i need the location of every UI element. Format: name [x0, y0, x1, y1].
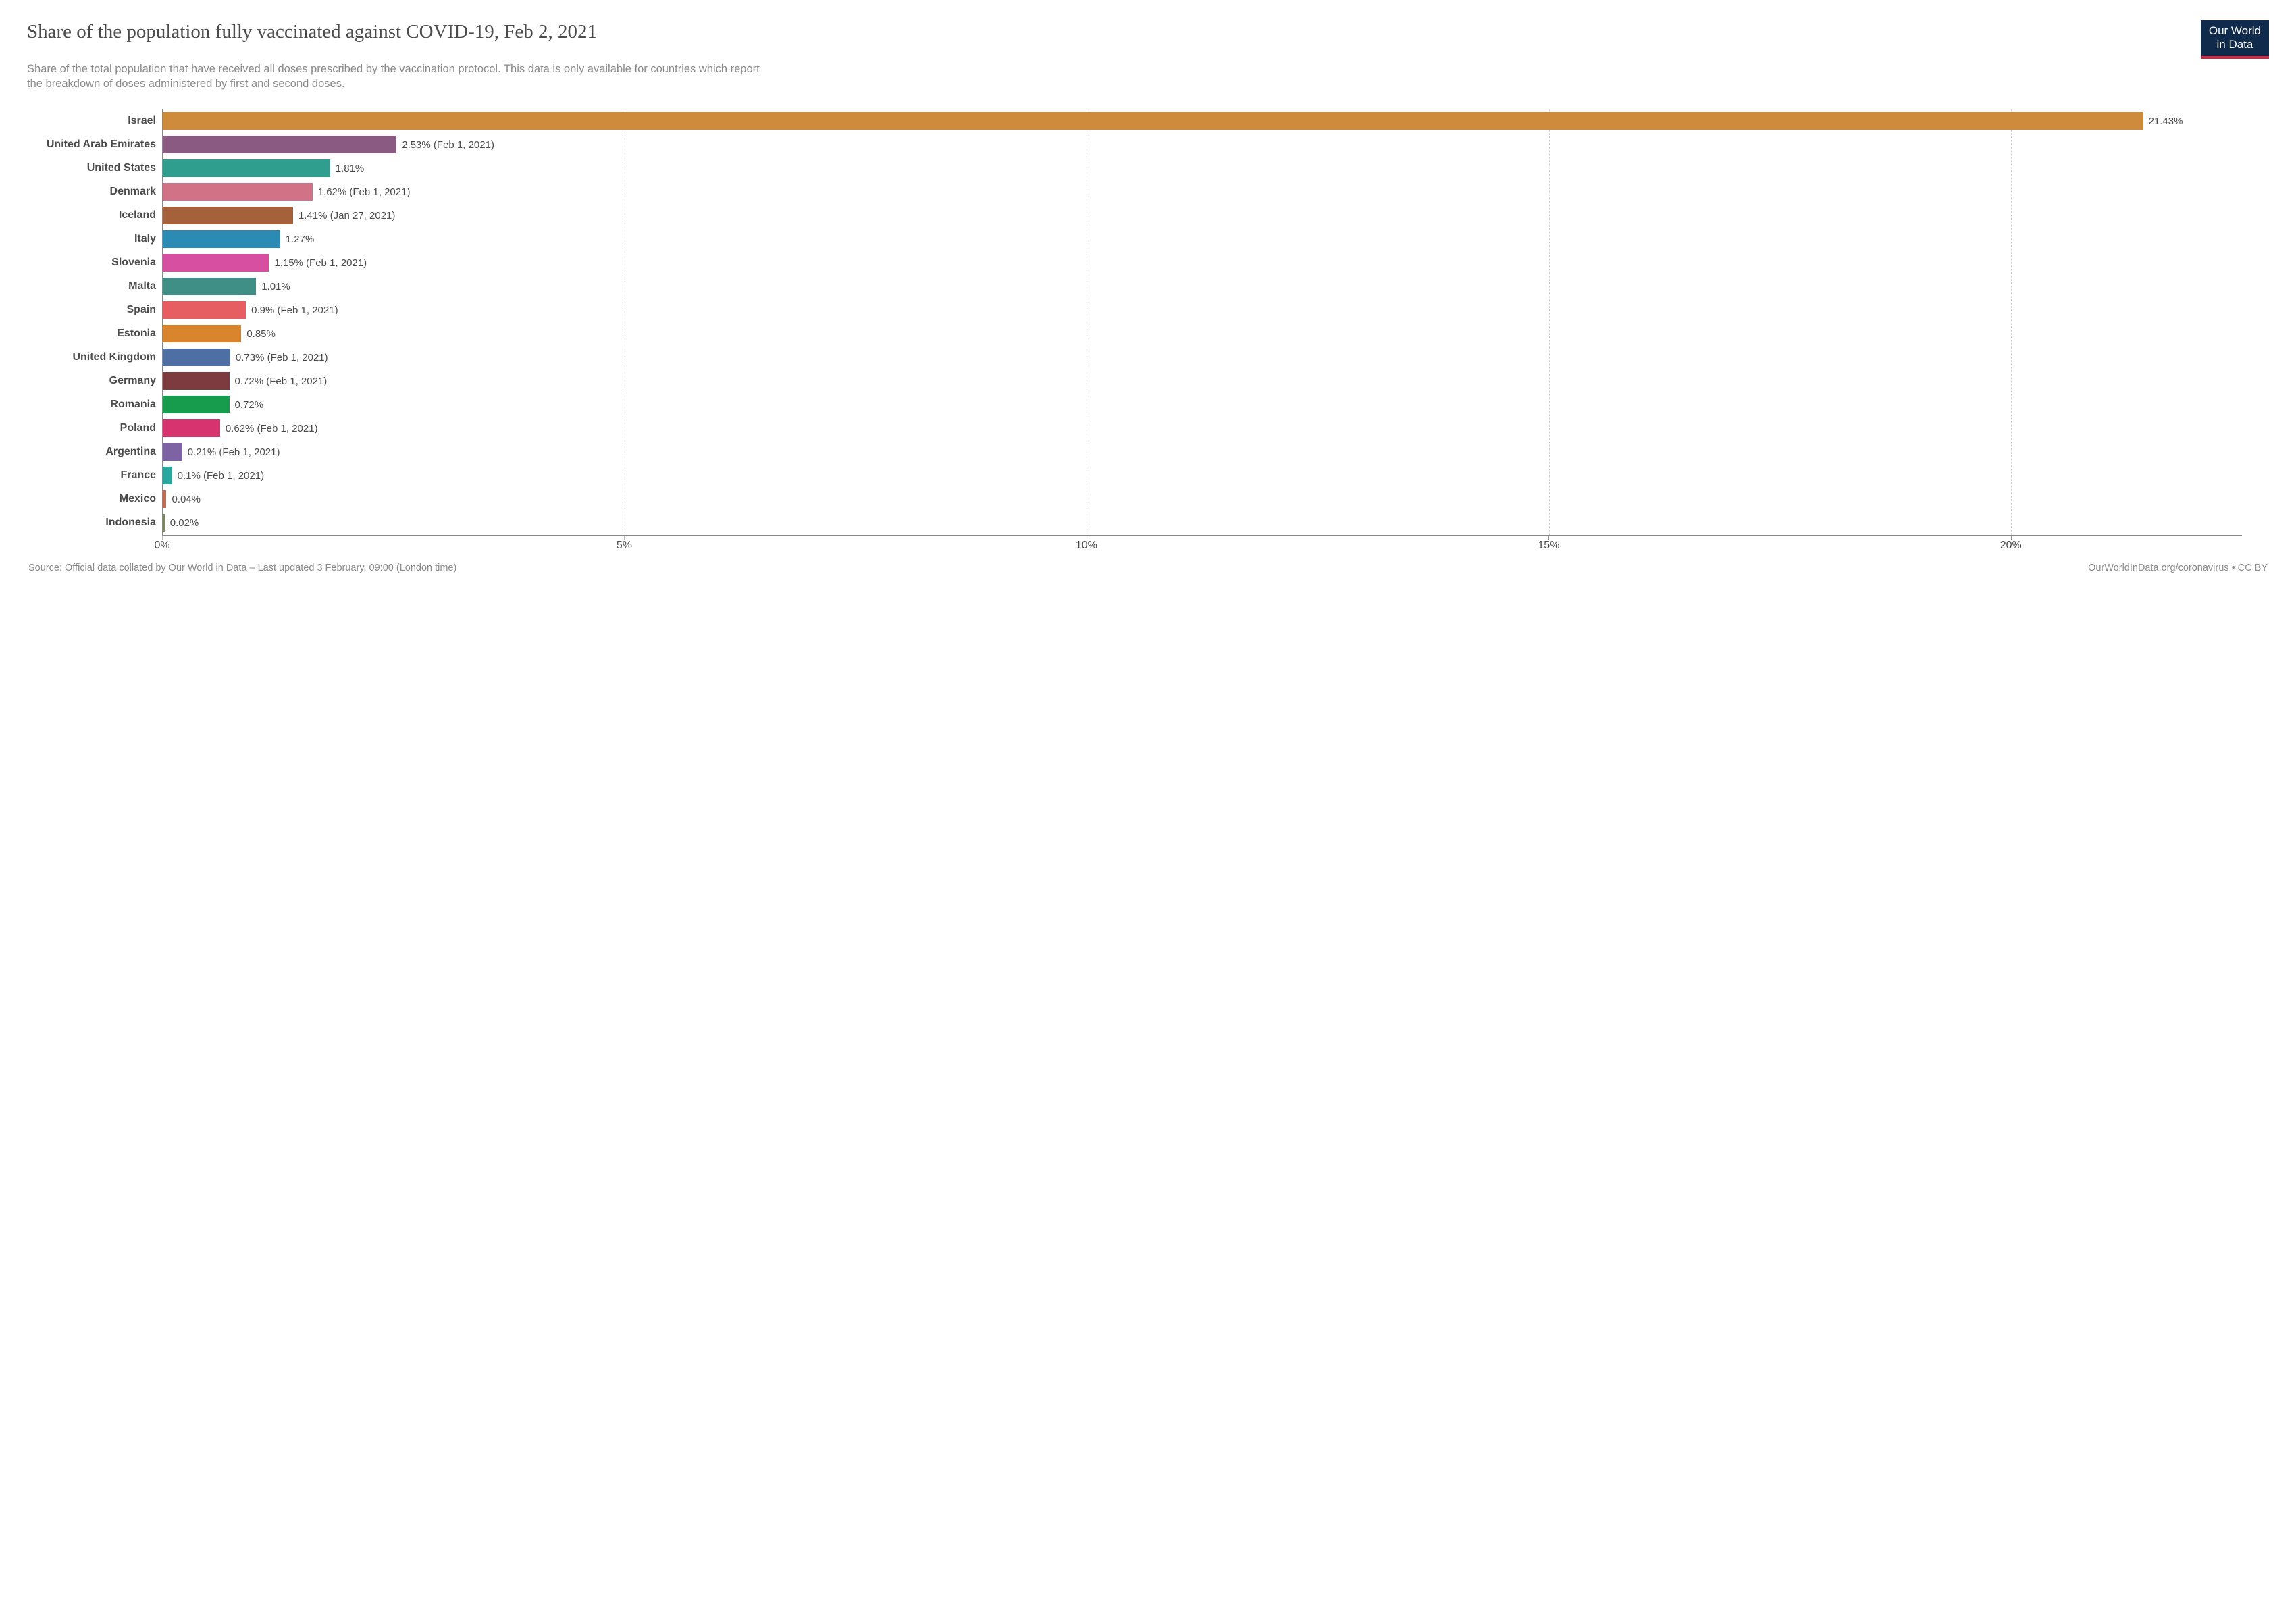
bar-value-label: 0.62% (Feb 1, 2021)	[220, 423, 318, 434]
bar	[163, 159, 330, 177]
plot-area: Israel21.43%United Arab Emirates2.53% (F…	[162, 109, 2242, 536]
bar-value-label: 0.72% (Feb 1, 2021)	[230, 376, 328, 387]
bar-value-label: 1.27%	[280, 234, 315, 245]
bar-row: Italy1.27%	[163, 228, 2242, 251]
bar-row: Germany0.72% (Feb 1, 2021)	[163, 369, 2242, 393]
footer-source: Source: Official data collated by Our Wo…	[28, 563, 456, 573]
bar-value-label: 0.9% (Feb 1, 2021)	[246, 305, 338, 316]
bar	[163, 443, 182, 461]
bar	[163, 230, 280, 248]
bar	[163, 183, 313, 201]
bar-value-label: 0.1% (Feb 1, 2021)	[172, 470, 264, 482]
country-label: Romania	[110, 398, 163, 411]
country-label: Iceland	[119, 209, 163, 222]
logo-line-2: in Data	[2209, 38, 2261, 51]
x-axis-tick: 15%	[1538, 540, 1559, 552]
bar-row: France0.1% (Feb 1, 2021)	[163, 464, 2242, 488]
country-label: France	[121, 469, 163, 482]
chart-container: Israel21.43%United Arab Emirates2.53% (F…	[27, 109, 2269, 559]
country-label: Spain	[126, 304, 163, 316]
country-label: Germany	[109, 375, 163, 387]
country-label: Indonesia	[105, 517, 163, 529]
bar-value-label: 0.73% (Feb 1, 2021)	[230, 352, 328, 363]
chart-title: Share of the population fully vaccinated…	[27, 20, 597, 44]
bar-value-label: 0.85%	[241, 328, 276, 340]
bar	[163, 112, 2143, 130]
bar-row: Malta1.01%	[163, 275, 2242, 299]
country-label: United Kingdom	[72, 351, 163, 363]
bar-row: United Kingdom0.73% (Feb 1, 2021)	[163, 346, 2242, 369]
bar-row: Spain0.9% (Feb 1, 2021)	[163, 299, 2242, 322]
bar-value-label: 1.41% (Jan 27, 2021)	[293, 210, 395, 222]
bar-value-label: 1.01%	[256, 281, 290, 292]
country-label: United States	[87, 162, 163, 174]
bar-row: Estonia0.85%	[163, 322, 2242, 346]
bar-row: United Arab Emirates2.53% (Feb 1, 2021)	[163, 133, 2242, 157]
bar	[163, 325, 241, 342]
bar	[163, 372, 230, 390]
bar	[163, 136, 396, 153]
bar	[163, 419, 220, 437]
bar-value-label: 1.81%	[330, 163, 365, 174]
bar	[163, 278, 256, 295]
chart-subtitle: Share of the total population that have …	[27, 61, 770, 92]
country-label: Malta	[128, 280, 163, 292]
bar-row: Indonesia0.02%	[163, 511, 2242, 535]
x-axis: 0%5%10%15%20%	[162, 536, 2242, 559]
footer-attribution: OurWorldInData.org/coronavirus • CC BY	[2088, 563, 2268, 573]
logo-line-1: Our World	[2209, 24, 2261, 38]
x-axis-tick: 20%	[2000, 540, 2022, 552]
bar-value-label: 2.53% (Feb 1, 2021)	[396, 139, 494, 151]
country-label: Israel	[128, 115, 163, 127]
bar-row: Israel21.43%	[163, 109, 2242, 133]
owid-logo: Our World in Data	[2201, 20, 2269, 59]
bar-value-label: 0.04%	[166, 494, 201, 505]
bar-value-label: 1.15% (Feb 1, 2021)	[269, 257, 367, 269]
bar-value-label: 1.62% (Feb 1, 2021)	[313, 186, 411, 198]
bar	[163, 254, 269, 272]
country-label: Argentina	[105, 446, 163, 458]
bar-row: Slovenia1.15% (Feb 1, 2021)	[163, 251, 2242, 275]
bar-row: Argentina0.21% (Feb 1, 2021)	[163, 440, 2242, 464]
bar	[163, 207, 293, 224]
bar-row: United States1.81%	[163, 157, 2242, 180]
x-axis-tick: 5%	[617, 540, 632, 552]
bar	[163, 467, 172, 484]
bar-row: Mexico0.04%	[163, 488, 2242, 511]
x-axis-tick: 10%	[1076, 540, 1097, 552]
bar-row: Romania0.72%	[163, 393, 2242, 417]
country-label: Poland	[120, 422, 163, 434]
bar-row: Iceland1.41% (Jan 27, 2021)	[163, 204, 2242, 228]
bar-value-label: 0.72%	[230, 399, 264, 411]
country-label: Denmark	[110, 186, 163, 198]
bar	[163, 396, 230, 413]
bar-value-label: 21.43%	[2143, 115, 2183, 127]
country-label: United Arab Emirates	[47, 138, 163, 151]
bar-row: Poland0.62% (Feb 1, 2021)	[163, 417, 2242, 440]
x-axis-tick: 0%	[154, 540, 169, 552]
country-label: Estonia	[117, 328, 163, 340]
bar-row: Denmark1.62% (Feb 1, 2021)	[163, 180, 2242, 204]
country-label: Italy	[134, 233, 163, 245]
country-label: Slovenia	[111, 257, 163, 269]
bar-value-label: 0.21% (Feb 1, 2021)	[182, 446, 280, 458]
country-label: Mexico	[120, 493, 163, 505]
bar	[163, 349, 230, 366]
bar-value-label: 0.02%	[165, 517, 199, 529]
bar	[163, 301, 246, 319]
